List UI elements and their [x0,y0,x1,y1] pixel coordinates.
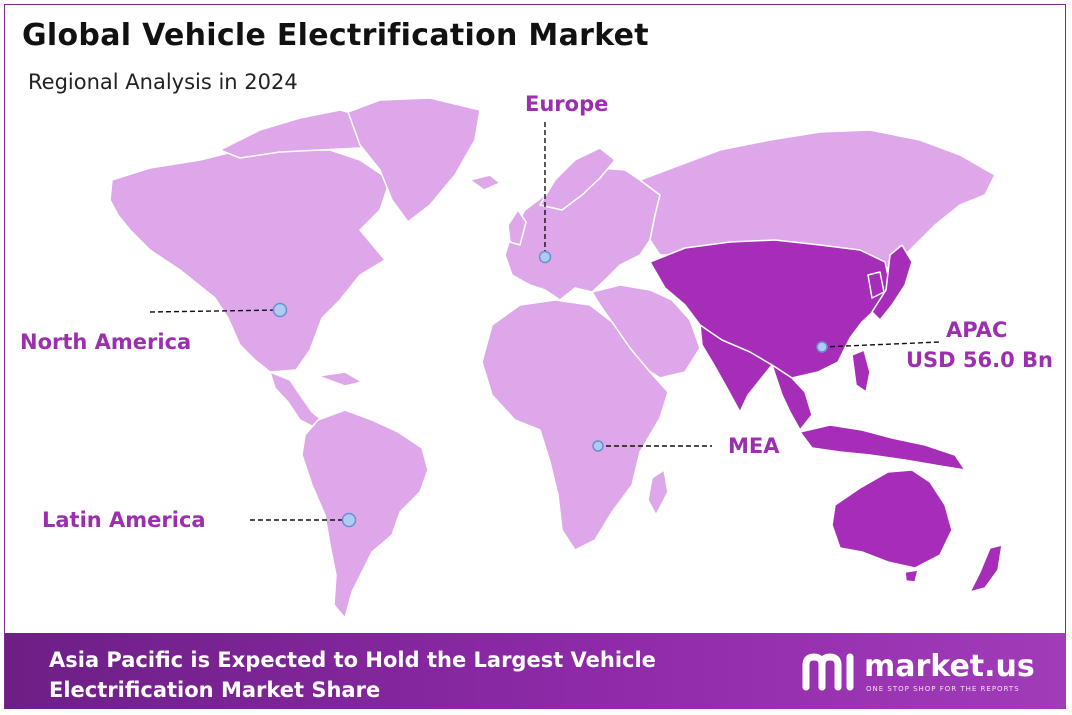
mea-label: MEA [728,434,780,458]
korea [867,271,885,299]
footer-line-2: Electrification Market Share [49,678,381,702]
europe-label: Europe [525,92,609,116]
iceland [469,174,501,191]
europe-marker [538,250,552,264]
new-zealand [969,544,1003,593]
apac-label: APAC [946,318,1008,342]
tasmania [904,569,919,583]
footer-banner: Asia Pacific is Expected to Hold the Lar… [5,633,1066,709]
central-america [269,371,323,429]
north-america-label: North America [20,330,192,354]
page-title: Global Vehicle Electrification Market [22,18,649,53]
footer-line-1: Asia Pacific is Expected to Hold the Lar… [49,648,656,672]
philippines [851,349,871,393]
australia [831,469,953,569]
japan [871,244,913,321]
brand-logo: market.us ONE STOP SHOP FOR THE REPORTS [800,649,1035,693]
apac-leader [821,341,941,348]
brand-name: market.us [864,649,1035,684]
page-subtitle: Regional Analysis in 2024 [28,70,298,94]
south-america [301,409,429,619]
latin-america-label: Latin America [42,508,206,532]
north-america-marker [272,302,288,318]
india [699,324,773,413]
apac-value: USD 56.0 Bn [906,348,1053,372]
uk [507,209,527,246]
southeast-asia [771,364,813,431]
footer-message: Asia Pacific is Expected to Hold the Lar… [49,645,656,705]
greenland [347,97,481,223]
north-america-leader [149,309,281,313]
madagascar [647,469,669,516]
marketus-logo-icon [802,653,854,691]
africa [481,299,669,551]
indonesia [799,424,966,471]
mea-marker [592,440,604,452]
north-asia [639,129,996,271]
brand-tagline: ONE STOP SHOP FOR THE REPORTS [866,685,1020,693]
latin-america-marker [341,512,357,528]
apac-marker [816,341,828,353]
scandinavia [539,147,616,211]
caribbean [317,371,363,387]
